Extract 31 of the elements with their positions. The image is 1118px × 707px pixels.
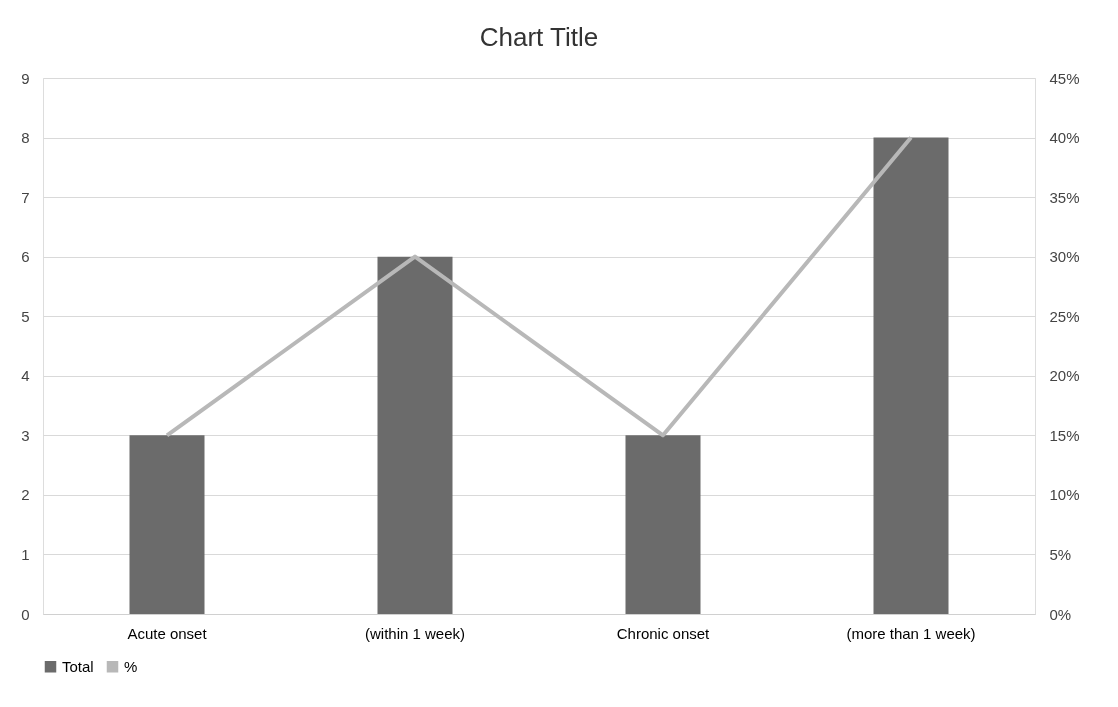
- y-tick-label: 7: [21, 188, 30, 206]
- y2-tick-label: 35%: [1049, 188, 1080, 206]
- y-tick-label: 5: [21, 307, 30, 325]
- x-tick-label: (within 1 week): [364, 624, 466, 642]
- legend-label: %: [124, 657, 138, 675]
- bar: [873, 137, 949, 614]
- y2-tick-label: 30%: [1049, 248, 1080, 266]
- y-tick-label: 6: [21, 248, 30, 266]
- chart-title: Chart Title: [479, 22, 599, 52]
- y2-tick-label: 15%: [1049, 426, 1080, 444]
- legend-label: Total: [62, 657, 94, 675]
- y-tick-label: 1: [21, 545, 30, 563]
- y-tick-label: 9: [21, 69, 30, 87]
- y2-tick-label: 10%: [1049, 486, 1080, 504]
- y-tick-label: 0: [21, 605, 30, 623]
- y-tick-label: 8: [21, 129, 30, 147]
- y-tick-label: 4: [21, 367, 30, 385]
- bar: [129, 435, 205, 614]
- y2-tick-label: 20%: [1049, 367, 1080, 385]
- x-tick-label: Chronic onset: [616, 624, 711, 642]
- y2-tick-label: 45%: [1049, 69, 1080, 87]
- y2-tick-label: 25%: [1049, 307, 1080, 325]
- y2-tick-label: 5%: [1049, 545, 1072, 563]
- y2-tick-label: 0%: [1049, 605, 1072, 623]
- y2-tick-label: 40%: [1049, 129, 1080, 147]
- bar: [625, 435, 701, 614]
- x-tick-label: (more than 1 week): [846, 624, 976, 642]
- y-tick-label: 3: [21, 426, 30, 444]
- x-tick-label: Acute onset: [127, 624, 208, 642]
- bar: [377, 256, 453, 614]
- y-tick-label: 2: [21, 486, 30, 504]
